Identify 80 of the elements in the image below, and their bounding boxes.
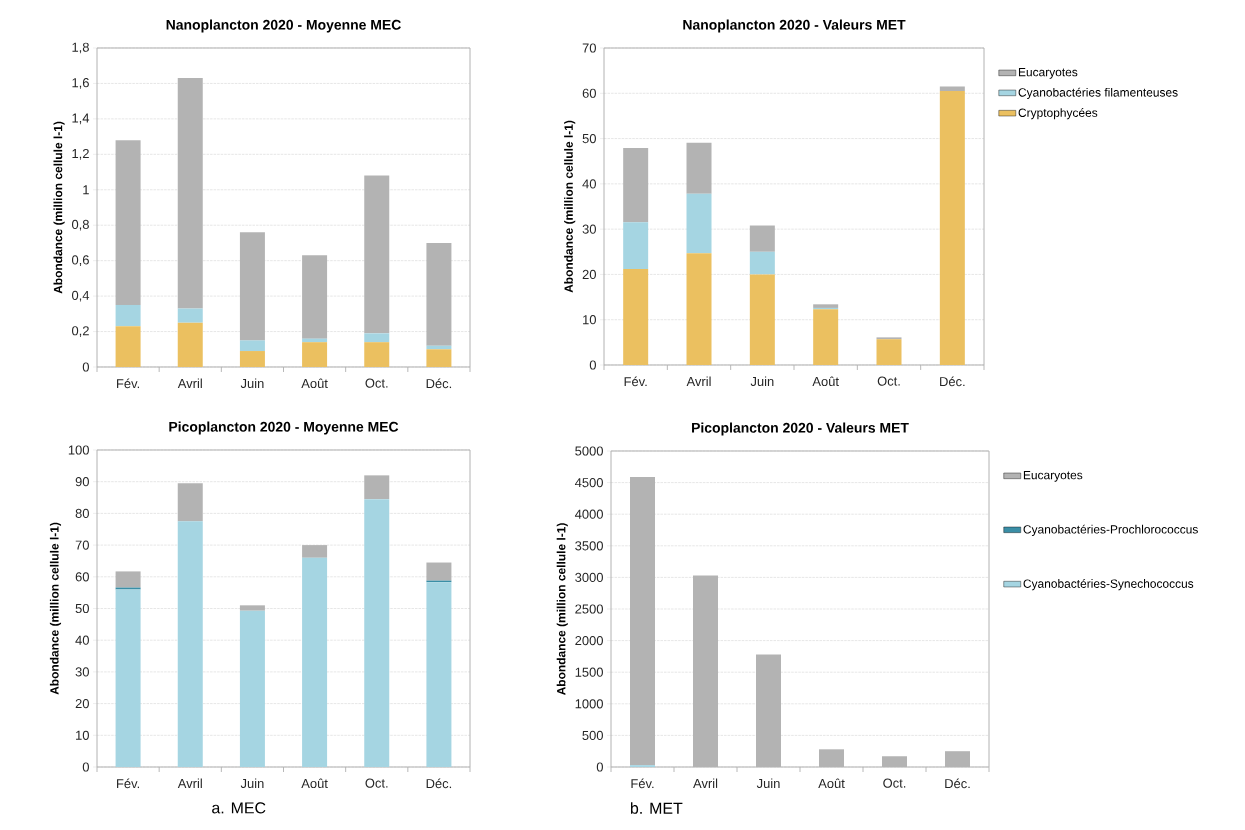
y-tick-label: 80 xyxy=(75,508,89,518)
x-tick-label: Déc. xyxy=(426,778,452,789)
x-tick-label: Avril xyxy=(177,378,202,388)
y-tick-label: 100 xyxy=(68,445,89,455)
y-tick-label: 10 xyxy=(583,315,596,325)
legend-label: Cryptophycées xyxy=(1018,108,1098,120)
y-tick-label: 0 xyxy=(596,762,603,772)
x-tick-label: Août xyxy=(301,378,328,389)
y-axis-title: Abondance (million cellule l-1) xyxy=(53,121,65,294)
legend-label: Cyanobactéries-Synechococcus xyxy=(1023,578,1194,591)
x-tick-label: Déc. xyxy=(426,378,452,389)
y-tick-label: 50 xyxy=(75,603,89,614)
y-tick-label: 0,2 xyxy=(71,326,89,337)
x-tick-label: Juin xyxy=(240,378,264,389)
x-tick-label: Juin xyxy=(756,778,780,789)
x-tick-label: Août xyxy=(301,778,328,789)
y-tick-label: 70 xyxy=(582,43,596,53)
y-tick-label: 1,2 xyxy=(72,148,89,160)
y-tick-label: 2500 xyxy=(575,604,603,614)
x-tick-label: Oct. xyxy=(883,778,906,788)
chart-title: Picoplancton 2020 - Valeurs MET xyxy=(692,422,909,436)
y-tick-label: 60 xyxy=(582,88,596,98)
chart-title: Nanoplancton 2020 - Moyenne MEC xyxy=(166,19,401,33)
y-tick-label: 3000 xyxy=(575,572,603,582)
x-tick-label: Avril xyxy=(177,778,202,788)
y-tick-label: 40 xyxy=(582,179,596,189)
x-tick-label: Oct. xyxy=(877,376,900,386)
y-tick-label: 4500 xyxy=(574,478,603,488)
y-tick-label: 0,6 xyxy=(71,255,89,267)
y-tick-label: 10 xyxy=(76,730,89,740)
y-tick-label: 0,4 xyxy=(71,290,90,302)
x-tick-label: Déc. xyxy=(940,376,965,387)
y-tick-label: 90 xyxy=(75,477,89,487)
y-tick-label: 1000 xyxy=(575,699,603,709)
y-tick-label: 70 xyxy=(75,540,89,550)
y-tick-label: 500 xyxy=(582,730,603,740)
x-tick-label: Août xyxy=(818,778,845,789)
y-tick-label: 20 xyxy=(75,699,89,709)
x-tick-label: Oct. xyxy=(365,378,388,388)
y-axis-title: Abondance (million cellule l-1) xyxy=(564,120,576,293)
legend-label: Cyanobactéries filamenteuses xyxy=(1018,87,1178,100)
y-tick-label: 1,6 xyxy=(72,78,89,89)
y-tick-label: 0 xyxy=(82,362,89,372)
x-tick-label: Avril xyxy=(693,778,718,788)
x-tick-label: Août xyxy=(812,376,839,387)
y-tick-label: 0 xyxy=(589,360,596,370)
chart-title: Nanoplancton 2020 - Valeurs MET xyxy=(683,19,906,33)
x-tick-label: Avril xyxy=(686,376,711,386)
y-tick-label: 1500 xyxy=(575,667,603,677)
y-tick-label: 5000 xyxy=(575,446,603,456)
x-tick-label: Juin xyxy=(750,376,774,387)
x-tick-label: Fév. xyxy=(117,378,140,389)
x-tick-label: Juin xyxy=(240,778,264,789)
y-tick-label: 4000 xyxy=(574,509,603,519)
y-tick-label: 1 xyxy=(83,185,89,195)
x-tick-label: Fév. xyxy=(631,778,654,789)
x-tick-label: Fév. xyxy=(624,376,647,387)
legend-label: Cyanobactéries-Prochlorococcus xyxy=(1023,524,1198,536)
y-tick-label: 60 xyxy=(75,572,89,582)
y-tick-label: 1,4 xyxy=(72,113,90,125)
y-tick-label: 40 xyxy=(75,635,89,645)
x-tick-label: Oct. xyxy=(365,778,388,788)
x-tick-label: Déc. xyxy=(945,778,970,789)
y-tick-label: 3500 xyxy=(575,541,603,551)
chart-title: Picoplancton 2020 - Moyenne MEC xyxy=(169,421,399,435)
legend-label: Eucaryotes xyxy=(1018,68,1078,79)
y-tick-label: 1,8 xyxy=(72,42,89,54)
y-axis-title: Abondance (million cellule l-1) xyxy=(556,523,568,696)
y-tick-label: 50 xyxy=(582,133,596,144)
text: b. MET xyxy=(630,802,683,814)
y-axis-title: Abondance (million cellule l-1) xyxy=(49,522,62,695)
x-tick-label: Fév. xyxy=(117,778,140,789)
y-tick-label: 2000 xyxy=(575,636,603,646)
y-tick-label: 30 xyxy=(582,224,596,234)
y-tick-label: 20 xyxy=(582,269,596,280)
y-tick-label: 0,8 xyxy=(71,219,89,231)
legend-label: Eucaryotes xyxy=(1023,470,1083,482)
y-tick-label: 0 xyxy=(82,762,89,772)
y-tick-label: 30 xyxy=(75,667,89,677)
text: a. MEC xyxy=(212,802,266,814)
